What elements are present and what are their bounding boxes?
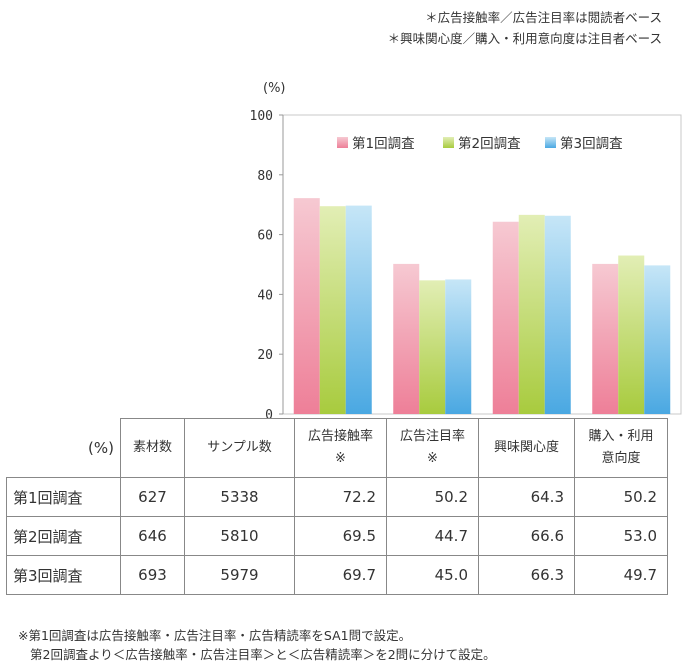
y-tick-label: 100	[250, 109, 273, 124]
legend-swatch	[337, 137, 348, 148]
cell-material-count: 646	[120, 516, 185, 556]
legend-swatch	[443, 137, 454, 148]
cell-sample-count: 5338	[184, 477, 295, 517]
cell-attention-rate: 44.7	[386, 516, 479, 556]
cell-purchase-intent: 53.0	[574, 516, 668, 556]
header-contact-rate: 広告接触率 ※	[294, 418, 387, 478]
bar-2-3	[518, 214, 545, 414]
y-tick-label: 40	[257, 288, 273, 303]
footnote-survey-2: 第2回調査より＜広告接触率・広告注目率＞と＜広告精読率＞を2問に分けて設定。	[30, 647, 496, 662]
cell-interest-level: 66.3	[478, 555, 575, 595]
bar-1-1	[293, 198, 320, 414]
bar-3-4	[644, 265, 671, 414]
y-axis-label: (%)	[263, 81, 286, 96]
table-corner-label: (%)	[6, 418, 121, 478]
bar-3-3	[544, 215, 571, 414]
cell-sample-count: 5810	[184, 516, 295, 556]
footnote-survey-1: ※第1回調査は広告接触率・広告注目率・広告精読率をSA1問で設定。	[18, 628, 412, 643]
cell-attention-rate: 50.2	[386, 477, 479, 517]
header-purchase-intent: 購入・利用 意向度	[574, 418, 668, 478]
header-material-count: 素材数	[120, 418, 185, 478]
table-row: 第2回調査 646 5810 69.5 44.7 66.6 53.0	[6, 516, 668, 556]
y-tick-label: 0	[265, 408, 273, 418]
cell-contact-rate: 72.2	[294, 477, 387, 517]
bar-1-2	[393, 263, 420, 414]
note-reader-base: ＊広告接触率／広告注目率は閲読者ベース	[425, 10, 662, 25]
bar-1-3	[492, 221, 519, 414]
legend-label: 第3回調査	[560, 135, 623, 152]
bar-chart: (%) 0 20 40 60 80 100 第1回調査 第2回調査 第3回調査	[250, 81, 682, 418]
header-attention-rate: 広告注目率 ※	[386, 418, 479, 478]
table-row: 第1回調査 627 5338 72.2 50.2 64.3 50.2	[6, 477, 668, 517]
data-table: (%) 素材数 サンプル数 広告接触率 ※ 広告注目率 ※ 興味関心度 購入・利用意…	[6, 418, 668, 595]
cell-purchase-intent: 49.7	[574, 555, 668, 595]
cell-material-count: 693	[120, 555, 185, 595]
y-tick-label: 20	[257, 348, 273, 363]
header-interest-level: 興味関心度	[478, 418, 575, 478]
row-label: 第3回調査	[6, 555, 121, 595]
cell-sample-count: 5979	[184, 555, 295, 595]
cell-contact-rate: 69.5	[294, 516, 387, 556]
row-label: 第2回調査	[6, 516, 121, 556]
table-row: 第3回調査 693 5979 69.7 45.0 66.3 49.7	[6, 555, 668, 595]
legend-label: 第2回調査	[458, 135, 521, 152]
cell-interest-level: 64.3	[478, 477, 575, 517]
row-label: 第1回調査	[6, 477, 121, 517]
note-attention-base: ＊興味関心度／購入・利用意向度は注目者ベース	[387, 31, 662, 46]
cell-attention-rate: 45.0	[386, 555, 479, 595]
bar-3-2	[445, 279, 472, 414]
header-sample-count: サンプル数	[184, 418, 295, 478]
bar-3-1	[345, 205, 372, 414]
cell-interest-level: 66.6	[478, 516, 575, 556]
bar-2-4	[618, 255, 645, 414]
bar-1-4	[592, 263, 619, 414]
bar-2-1	[319, 206, 346, 414]
y-tick-label: 80	[257, 169, 273, 184]
table-header-row: (%) 素材数 サンプル数 広告接触率 ※ 広告注目率 ※ 興味関心度 購入・利用意…	[6, 418, 668, 478]
cell-purchase-intent: 50.2	[574, 477, 668, 517]
y-tick-label: 60	[257, 229, 273, 244]
legend-swatch	[545, 137, 556, 148]
cell-contact-rate: 69.7	[294, 555, 387, 595]
cell-material-count: 627	[120, 477, 185, 517]
legend-label: 第1回調査	[352, 135, 415, 152]
bar-2-2	[419, 280, 446, 414]
